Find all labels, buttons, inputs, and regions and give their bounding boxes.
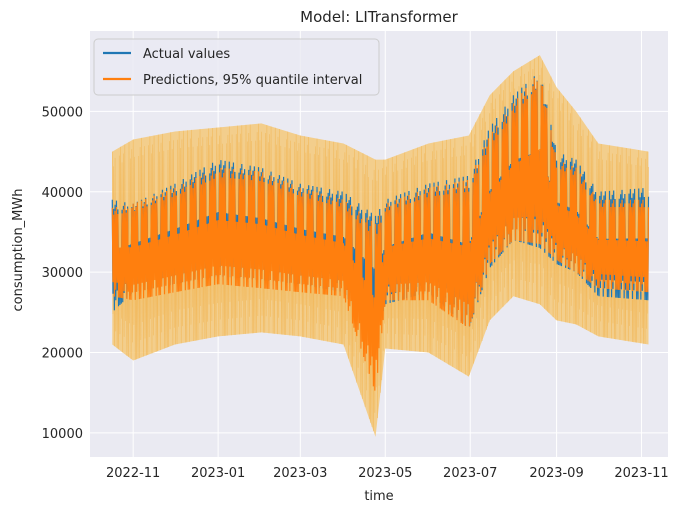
x-tick-label: 2023-01	[191, 466, 245, 481]
x-tick-label: 2023-03	[273, 466, 327, 481]
data-layer	[111, 55, 650, 437]
y-axis-label: consumption_MWh	[11, 189, 26, 312]
y-tick-label: 20000	[42, 347, 83, 362]
x-tick-label: 2023-07	[443, 466, 497, 481]
legend-entry-actual: Actual values	[143, 47, 230, 62]
x-tick-label: 2022-11	[106, 466, 160, 481]
x-axis-label: time	[364, 489, 393, 504]
y-tick-label: 50000	[42, 105, 83, 120]
chart-title: Model: LITransformer	[300, 8, 458, 26]
y-tick-label: 40000	[42, 186, 83, 201]
legend: Actual values Predictions, 95% quantile …	[93, 38, 380, 96]
y-tick-label: 30000	[42, 266, 83, 281]
series-line-prediction	[111, 77, 650, 391]
x-tick-label: 2023-11	[614, 466, 668, 481]
x-tick-label: 2023-05	[358, 466, 412, 481]
legend-entry-prediction: Predictions, 95% quantile interval	[143, 73, 362, 88]
x-tick-label: 2023-09	[529, 466, 583, 481]
legend-box	[93, 38, 380, 96]
y-tick-label: 10000	[42, 427, 83, 442]
tick-layer: 2022-11 2023-01 2023-03 2023-05 2023-07 2023-…	[42, 105, 669, 481]
